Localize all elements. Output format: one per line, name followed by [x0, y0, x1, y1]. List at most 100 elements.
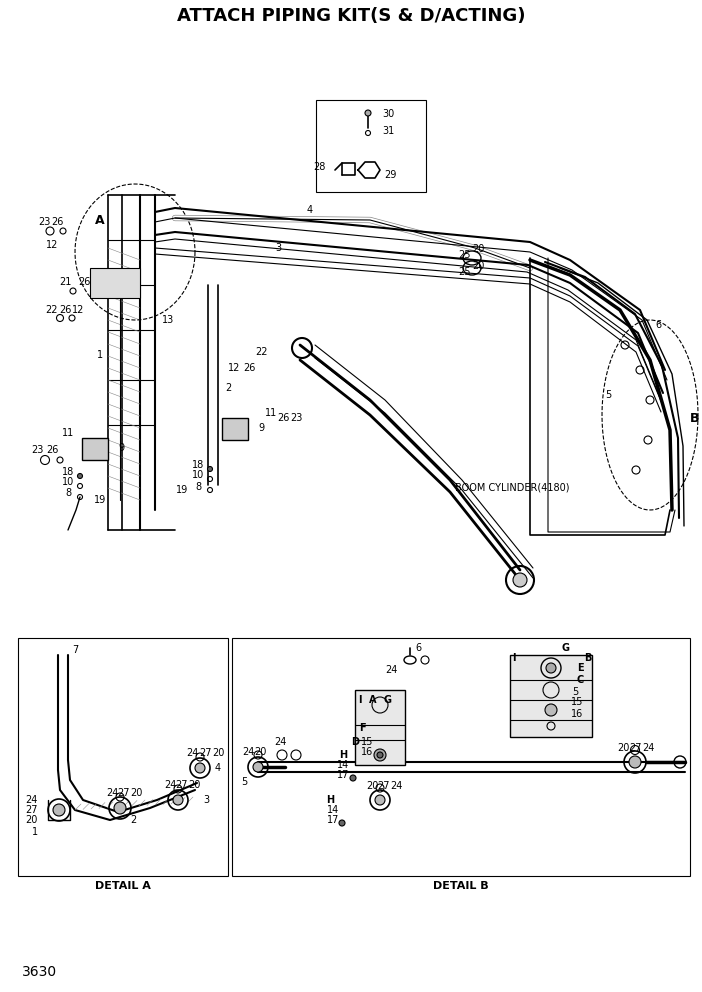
Text: 2: 2 — [225, 383, 231, 393]
Text: 11: 11 — [62, 428, 74, 438]
Text: 15: 15 — [361, 737, 373, 747]
Text: H: H — [339, 750, 347, 760]
Text: B: B — [690, 412, 700, 425]
Text: C: C — [576, 675, 583, 685]
Text: 18: 18 — [62, 467, 74, 477]
Text: 24: 24 — [186, 748, 198, 758]
Text: 28: 28 — [314, 162, 326, 172]
Text: E: E — [576, 663, 583, 673]
Text: B: B — [584, 653, 592, 663]
Text: 5: 5 — [241, 777, 247, 787]
Text: 23: 23 — [38, 217, 50, 227]
Ellipse shape — [629, 756, 641, 768]
Text: A: A — [369, 695, 377, 705]
Text: 22: 22 — [46, 305, 58, 315]
Text: F: F — [359, 723, 365, 733]
Ellipse shape — [114, 802, 126, 814]
Text: 27: 27 — [629, 743, 641, 753]
Text: 10: 10 — [62, 477, 74, 487]
Text: 1: 1 — [97, 350, 103, 360]
Bar — [316, 100, 426, 192]
Text: 16: 16 — [361, 747, 373, 757]
Text: 19: 19 — [176, 485, 188, 495]
Bar — [82, 438, 108, 460]
Text: 9: 9 — [118, 443, 124, 453]
Text: 26: 26 — [78, 277, 91, 287]
Ellipse shape — [253, 762, 263, 772]
Text: 2: 2 — [130, 815, 136, 825]
Text: 10: 10 — [192, 470, 204, 480]
Text: 13: 13 — [162, 315, 174, 325]
Text: 24: 24 — [106, 788, 118, 798]
Text: 23: 23 — [31, 445, 44, 455]
Text: 24: 24 — [642, 743, 654, 753]
Circle shape — [545, 704, 557, 716]
Text: 31: 31 — [382, 126, 395, 136]
Text: 4: 4 — [215, 763, 221, 773]
Text: 27: 27 — [118, 788, 131, 798]
Text: 5: 5 — [572, 687, 578, 697]
Text: D: D — [351, 737, 359, 747]
Text: 22: 22 — [255, 347, 267, 357]
Bar — [90, 268, 140, 298]
Text: 26: 26 — [51, 217, 63, 227]
Text: 11: 11 — [265, 408, 277, 418]
Text: 24: 24 — [26, 795, 38, 805]
Text: 27: 27 — [25, 805, 38, 815]
Text: 20: 20 — [617, 743, 629, 753]
Text: 8: 8 — [65, 488, 71, 498]
Text: G: G — [384, 695, 392, 705]
Text: 26: 26 — [59, 305, 71, 315]
Circle shape — [513, 573, 527, 587]
Text: 14: 14 — [327, 805, 339, 815]
Circle shape — [365, 110, 371, 116]
Text: 6: 6 — [415, 643, 421, 653]
Text: 20: 20 — [130, 788, 143, 798]
Text: 26: 26 — [277, 413, 289, 423]
Text: 24: 24 — [274, 737, 286, 747]
Text: 25: 25 — [458, 267, 470, 277]
Text: 27: 27 — [176, 780, 188, 790]
Circle shape — [377, 752, 383, 758]
Circle shape — [77, 473, 83, 478]
Text: 20: 20 — [26, 815, 38, 825]
Text: 16: 16 — [571, 709, 583, 719]
Text: 6: 6 — [655, 320, 661, 330]
Circle shape — [546, 663, 556, 673]
Bar — [18, 638, 228, 876]
Text: 20: 20 — [212, 748, 224, 758]
Ellipse shape — [375, 795, 385, 805]
Text: I: I — [358, 695, 362, 705]
Ellipse shape — [195, 763, 205, 773]
Text: 20: 20 — [254, 747, 266, 757]
Text: 26: 26 — [46, 445, 58, 455]
Circle shape — [350, 775, 356, 781]
Text: 24: 24 — [385, 665, 398, 675]
Text: A: A — [95, 213, 105, 226]
Text: 15: 15 — [571, 697, 583, 707]
Text: 3630: 3630 — [22, 965, 57, 979]
Text: 3: 3 — [275, 243, 281, 253]
Text: 12: 12 — [46, 240, 58, 250]
Text: 17: 17 — [337, 770, 349, 780]
Text: 30: 30 — [382, 109, 395, 119]
Text: 29: 29 — [384, 170, 397, 180]
Text: 27: 27 — [199, 748, 211, 758]
Bar — [222, 418, 248, 440]
Circle shape — [339, 820, 345, 826]
Circle shape — [208, 466, 213, 471]
Text: 8: 8 — [195, 482, 201, 492]
Ellipse shape — [53, 804, 65, 816]
Text: 24: 24 — [241, 747, 254, 757]
Text: 27: 27 — [378, 781, 390, 791]
Bar — [355, 690, 405, 765]
Text: I: I — [512, 653, 516, 663]
Text: H: H — [326, 795, 334, 805]
Text: 25: 25 — [458, 250, 470, 260]
Text: 5: 5 — [605, 390, 611, 400]
Text: 18: 18 — [192, 460, 204, 470]
Text: 19: 19 — [94, 495, 106, 505]
Text: 21: 21 — [59, 277, 71, 287]
Text: DETAIL B: DETAIL B — [433, 881, 489, 891]
Circle shape — [374, 749, 386, 761]
